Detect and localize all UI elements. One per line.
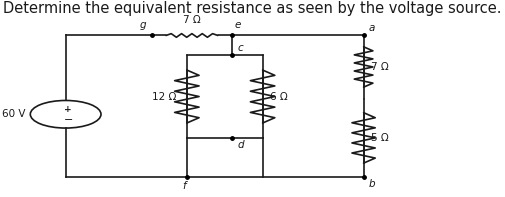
Text: f: f	[182, 181, 186, 191]
Text: 6 Ω: 6 Ω	[270, 92, 288, 101]
Text: 12 Ω: 12 Ω	[153, 92, 177, 101]
Text: a: a	[369, 23, 375, 33]
Text: 60 V: 60 V	[2, 109, 25, 119]
Text: g: g	[140, 20, 146, 30]
Text: c: c	[237, 43, 243, 53]
Text: d: d	[237, 140, 244, 150]
Text: 5 Ω: 5 Ω	[371, 133, 389, 143]
Text: 7 Ω: 7 Ω	[371, 62, 389, 72]
Text: +: +	[64, 105, 72, 114]
Text: e: e	[235, 20, 241, 30]
Text: b: b	[369, 179, 375, 189]
Text: Determine the equivalent resistance as seen by the voltage source.: Determine the equivalent resistance as s…	[3, 1, 502, 16]
Text: 7 Ω: 7 Ω	[183, 15, 201, 25]
Text: −: −	[64, 115, 73, 125]
